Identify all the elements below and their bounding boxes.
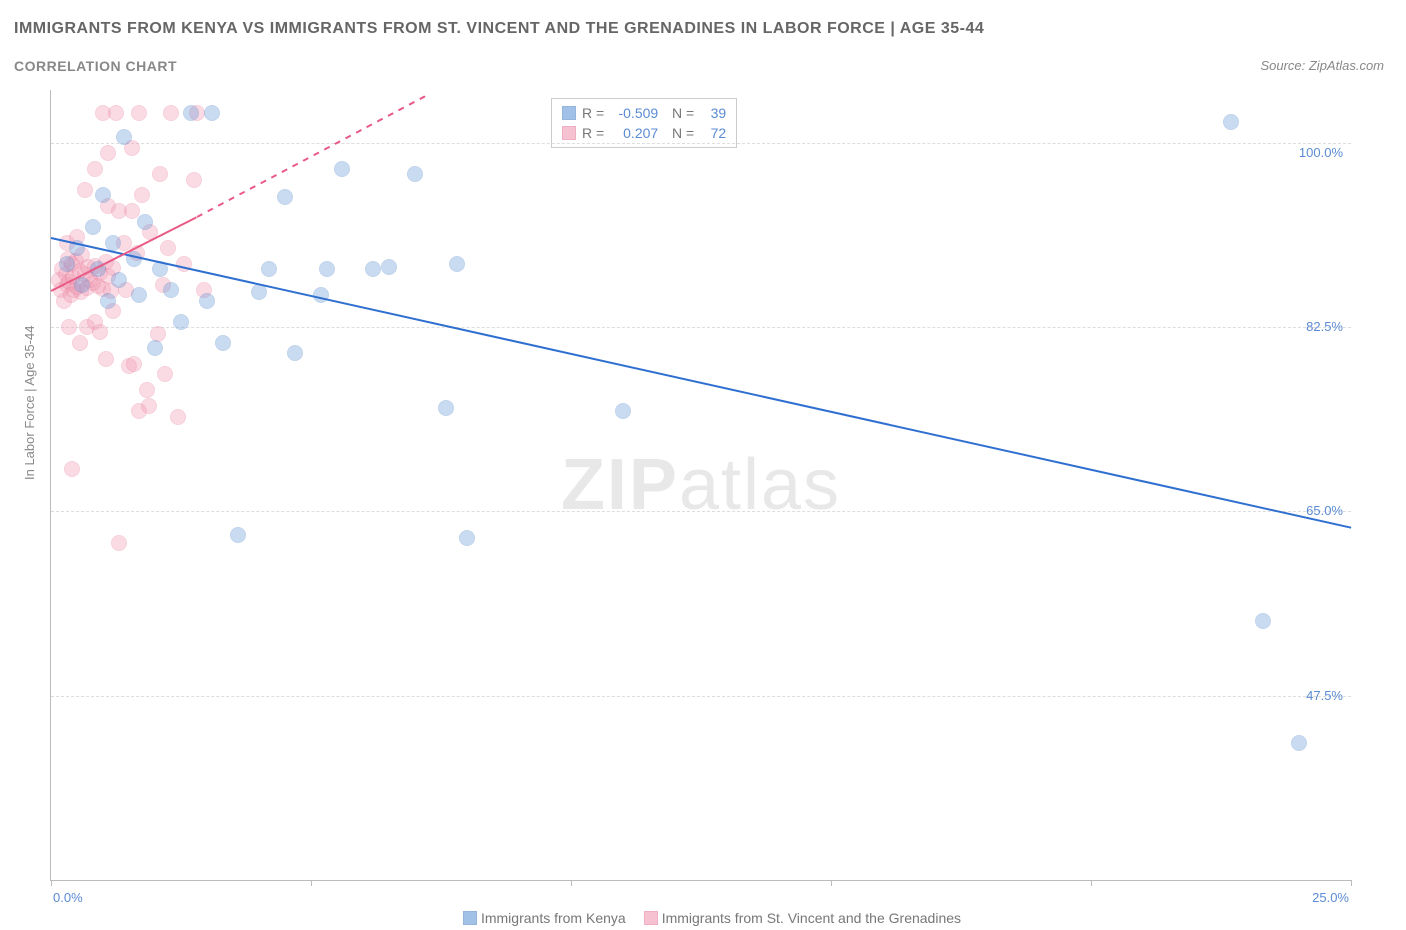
data-point-kenya [334, 161, 350, 177]
stats-r-label: R = [582, 103, 604, 123]
x-tick [571, 880, 572, 886]
data-point-stvincent [72, 335, 88, 351]
data-point-kenya [1223, 114, 1239, 130]
plot-area: ZIPatlas R = -0.509 N = 39R = 0.207 N = … [50, 90, 1351, 881]
data-point-stvincent [108, 105, 124, 121]
data-point-kenya [407, 166, 423, 182]
data-point-kenya [163, 282, 179, 298]
data-point-kenya [95, 187, 111, 203]
data-point-kenya [1255, 613, 1271, 629]
data-point-kenya [1291, 735, 1307, 751]
data-point-kenya [131, 287, 147, 303]
gridline [51, 511, 1351, 512]
data-point-stvincent [170, 409, 186, 425]
data-point-kenya [100, 293, 116, 309]
data-point-kenya [147, 340, 163, 356]
y-tick-label: 82.5% [1283, 319, 1343, 334]
data-point-kenya [183, 105, 199, 121]
data-point-kenya [287, 345, 303, 361]
data-point-stvincent [100, 145, 116, 161]
data-point-stvincent [152, 166, 168, 182]
stats-n-label: N = [664, 103, 694, 123]
x-tick [831, 880, 832, 886]
stats-r-value: 0.207 [610, 123, 658, 143]
gridline [51, 696, 1351, 697]
stats-n-label: N = [664, 123, 694, 143]
data-point-stvincent [61, 319, 77, 335]
stats-row-stvincent: R = 0.207 N = 72 [562, 123, 726, 143]
data-point-stvincent [64, 461, 80, 477]
data-point-kenya [277, 189, 293, 205]
data-point-kenya [137, 214, 153, 230]
bottom-legend: Immigrants from Kenya Immigrants from St.… [0, 910, 1406, 926]
y-axis-label: In Labor Force | Age 35-44 [22, 326, 37, 480]
data-point-stvincent [131, 105, 147, 121]
data-point-kenya [261, 261, 277, 277]
x-tick [1351, 880, 1352, 886]
y-tick-label: 65.0% [1283, 503, 1343, 518]
data-point-stvincent [126, 356, 142, 372]
x-tick [51, 880, 52, 886]
chart-title: IMMIGRANTS FROM KENYA VS IMMIGRANTS FROM… [14, 20, 984, 38]
data-point-stvincent [77, 182, 93, 198]
stats-r-label: R = [582, 123, 604, 143]
data-point-kenya [199, 293, 215, 309]
data-point-kenya [204, 105, 220, 121]
stats-n-value: 72 [700, 123, 726, 143]
trend-line [51, 237, 1351, 529]
legend-swatch [562, 126, 576, 140]
gridline [51, 143, 1351, 144]
data-point-stvincent [134, 187, 150, 203]
legend-label: Immigrants from St. Vincent and the Gren… [662, 910, 961, 926]
data-point-kenya [230, 527, 246, 543]
y-tick-label: 47.5% [1283, 688, 1343, 703]
data-point-kenya [116, 129, 132, 145]
x-tick [1091, 880, 1092, 886]
data-point-kenya [381, 259, 397, 275]
correlation-stats-box: R = -0.509 N = 39R = 0.207 N = 72 [551, 98, 737, 148]
data-point-kenya [365, 261, 381, 277]
data-point-kenya [59, 256, 75, 272]
data-point-kenya [459, 530, 475, 546]
legend-swatch [463, 911, 477, 925]
data-point-kenya [438, 400, 454, 416]
data-point-stvincent [141, 398, 157, 414]
legend-swatch [562, 106, 576, 120]
data-point-kenya [111, 272, 127, 288]
stats-row-kenya: R = -0.509 N = 39 [562, 103, 726, 123]
x-tick-label: 25.0% [1312, 890, 1349, 905]
stats-n-value: 39 [700, 103, 726, 123]
data-point-stvincent [92, 324, 108, 340]
data-point-stvincent [160, 240, 176, 256]
y-tick-label: 100.0% [1283, 145, 1343, 160]
data-point-stvincent [87, 161, 103, 177]
legend-label: Immigrants from Kenya [481, 910, 626, 926]
chart-container: IMMIGRANTS FROM KENYA VS IMMIGRANTS FROM… [0, 0, 1406, 930]
source-attribution: Source: ZipAtlas.com [1260, 58, 1384, 73]
data-point-stvincent [111, 535, 127, 551]
data-point-kenya [449, 256, 465, 272]
x-tick-label: 0.0% [53, 890, 83, 905]
data-point-kenya [319, 261, 335, 277]
x-tick [311, 880, 312, 886]
trend-line [196, 95, 426, 218]
data-point-kenya [85, 219, 101, 235]
data-point-kenya [615, 403, 631, 419]
data-point-stvincent [157, 366, 173, 382]
data-point-stvincent [186, 172, 202, 188]
data-point-kenya [215, 335, 231, 351]
legend-swatch [644, 911, 658, 925]
data-point-kenya [105, 235, 121, 251]
stats-r-value: -0.509 [610, 103, 658, 123]
data-point-stvincent [139, 382, 155, 398]
data-point-kenya [173, 314, 189, 330]
chart-subtitle: CORRELATION CHART [14, 58, 177, 74]
data-point-stvincent [98, 351, 114, 367]
gridline [51, 327, 1351, 328]
data-point-kenya [74, 277, 90, 293]
data-point-stvincent [163, 105, 179, 121]
watermark: ZIPatlas [561, 444, 841, 526]
